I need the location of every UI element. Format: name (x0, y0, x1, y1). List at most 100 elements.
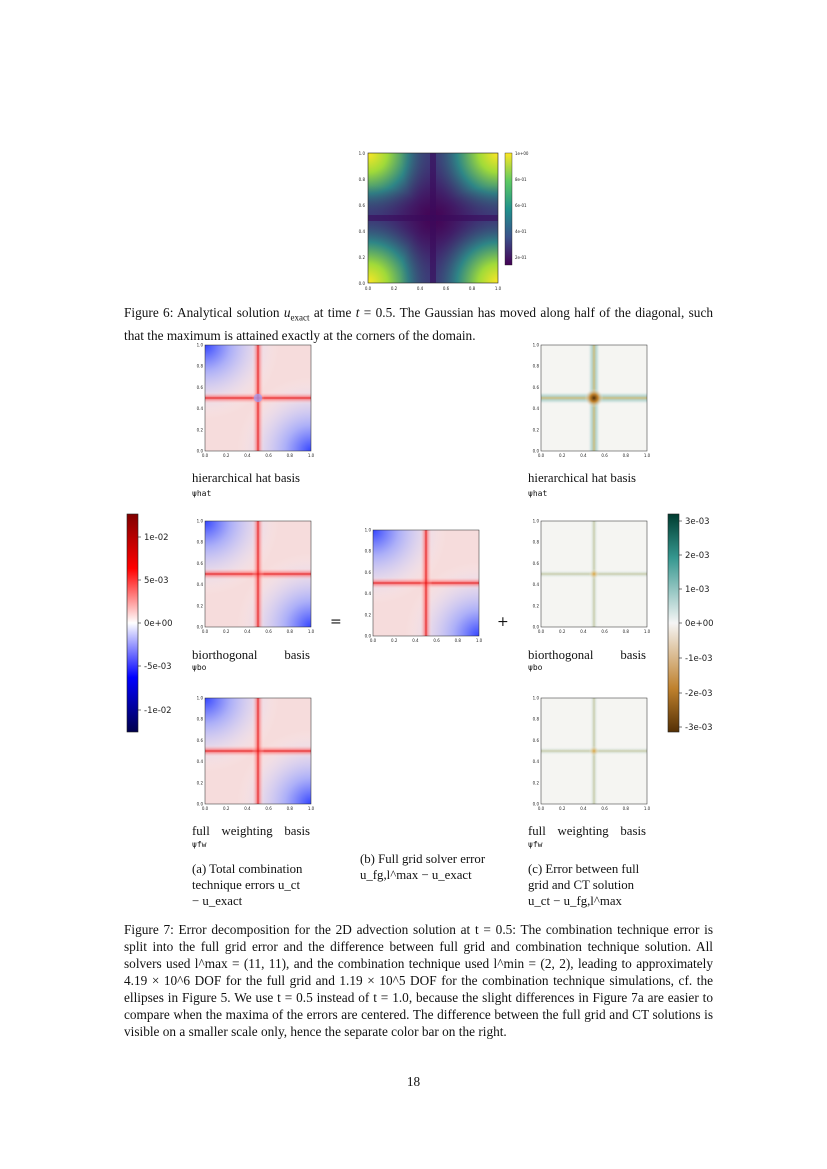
panel-ytick: 0.0 (533, 625, 540, 630)
panel-ytick: 0.4 (197, 759, 204, 764)
label-a-hat: hierarchical hat basis ψhat (192, 470, 312, 502)
fig6-ytick: 0.8 (359, 177, 366, 182)
panel-xtick: 0.6 (265, 806, 272, 811)
panel-ytick: 0.2 (365, 612, 372, 617)
label-text: full weighting basis (192, 824, 310, 838)
fig6-xtick: 0.4 (417, 286, 424, 291)
panel-xtick: 0.4 (580, 629, 587, 634)
fig6-cbtick: 4e-01 (515, 229, 527, 234)
panel-c-bo: 0.0 0.0 0.2 0.2 0.4 0.4 0.6 0.6 0.8 0.8 1.0 1.0 (528, 517, 656, 635)
plus-sign: + (497, 614, 509, 630)
panel-xtick: 0.4 (244, 453, 251, 458)
fig6-xtick: 0.2 (391, 286, 398, 291)
panel-ytick: 1.0 (197, 343, 204, 348)
panel-a-bo-axes: 0.00.0 0.2 0.2 0.4 0.4 0.6 0.6 0.8 0.8 1.0 1.0 (197, 519, 315, 635)
panel-xtick: 0.6 (265, 453, 272, 458)
label-a-bo-sym: ψbo (192, 663, 207, 672)
label-text: biorthogonal basis (192, 648, 310, 662)
panel-ytick: 0.0 (533, 449, 540, 454)
panel-xtick: 1.0 (476, 638, 483, 643)
panel-ytick: 0.2 (197, 780, 204, 785)
panel-ytick: 0.0 (197, 449, 204, 454)
panel-xtick: 0.8 (287, 629, 294, 634)
panel-ytick: 0.2 (533, 603, 540, 608)
panel-ytick: 0.0 (197, 625, 204, 630)
panel-xtick: 0.2 (559, 629, 566, 634)
panel-ytick: 1.0 (365, 528, 372, 533)
panel-xtick: 0.4 (412, 638, 419, 643)
panel-xtick: 0.2 (391, 638, 398, 643)
panel-b-fullgrid: 0.0 0.0 0.2 0.2 0.4 0.4 0.6 0.6 0.8 0.8 1.0 1.0 (360, 526, 488, 644)
panel-xtick: 0.2 (223, 453, 230, 458)
page-number: 18 (406, 1074, 421, 1089)
fig6-cbtick: 2e-01 (515, 255, 527, 260)
panel-xtick: 0.2 (223, 806, 230, 811)
figure6-heatmap: 1.0 0.8 0.6 0.4 0.2 0.0 0.0 0.2 0.4 0.6 … (359, 151, 529, 291)
panel-xtick: 0.6 (601, 629, 608, 634)
label-c-bo: biorthogonal basis (528, 647, 646, 663)
right-cbtick: 0e+00 (685, 619, 714, 629)
label-text: hierarchical hat basis (528, 471, 637, 485)
left-colorbar: 1e-02 5e-03 0e+00 -5e-03 -1e-02 (126, 513, 186, 735)
panel-ytick: 1.0 (533, 696, 540, 701)
panel-ytick: 0.8 (197, 540, 204, 545)
panel-xtick: 0.0 (370, 638, 377, 643)
panel-xtick: 0.2 (223, 629, 230, 634)
fig6-xtick: 0.0 (365, 286, 372, 291)
panel-ytick: 0.8 (533, 364, 540, 369)
panel-xtick: 0.8 (455, 638, 462, 643)
left-cbtick: 0e+00 (144, 619, 173, 629)
panel-xtick: 0.8 (623, 629, 630, 634)
panel-c-fw-axes: 0.00.0 0.2 0.2 0.4 0.4 0.6 0.6 0.8 0.8 1.0 1.0 (533, 696, 651, 812)
right-cbtick: 2e-03 (685, 551, 710, 561)
figure6: 1.0 0.8 0.6 0.4 0.2 0.0 0.0 0.2 0.4 0.6 … (352, 145, 542, 295)
panel-a-hat-axes: 0.00.0 0.2 0.2 0.4 0.4 0.6 0.6 0.8 0.8 1.0 1.0 (197, 343, 315, 459)
figure6-caption: Figure 6: Analytical solution uexact at … (124, 305, 714, 343)
panel-ytick: 0.8 (533, 717, 540, 722)
panel-ytick: 0.6 (533, 385, 540, 390)
figure7-caption: Figure 7: Error decomposition for the 2D… (124, 922, 713, 1039)
panel-c-hat: 0.0 0.0 0.2 0.2 0.4 0.4 0.6 0.6 0.8 0.8 1.0 1.0 (528, 341, 656, 459)
panel-xtick: 0.0 (202, 806, 209, 811)
panel-ytick: 0.8 (365, 549, 372, 554)
panel-a-fw: 0.0 0.0 0.2 0.2 0.4 0.4 0.6 0.6 0.8 0.8 1.0 1.0 (192, 694, 320, 812)
panel-xtick: 1.0 (644, 453, 651, 458)
panel-xtick: 0.6 (265, 629, 272, 634)
panel-xtick: 0.0 (538, 806, 545, 811)
label-c-hat: hierarchical hat basis ψhat (528, 470, 648, 502)
panel-ytick: 0.4 (533, 406, 540, 411)
label-symbol: ψhat (192, 489, 212, 498)
panel-ytick: 0.8 (197, 364, 204, 369)
panel-xtick: 1.0 (308, 453, 315, 458)
label-a-fw: full weighting basis (192, 823, 310, 839)
right-cbtick: 1e-03 (685, 585, 710, 595)
label-text: hierarchical hat basis (192, 471, 301, 485)
panel-xtick: 0.4 (244, 629, 251, 634)
fig6-xtick: 0.8 (469, 286, 476, 291)
panel-ytick: 0.4 (197, 406, 204, 411)
fig6-colorbar (504, 152, 513, 266)
panel-ytick: 1.0 (197, 519, 204, 524)
fig6-xtick: 1.0 (495, 286, 502, 291)
label-c-fw-sym: ψfw (528, 840, 543, 849)
label-c-fw: full weighting basis (528, 823, 646, 839)
label-c-bo-sym: ψbo (528, 663, 543, 672)
panel-ytick: 0.2 (533, 780, 540, 785)
panel-xtick: 0.4 (580, 806, 587, 811)
left-cbtick: -5e-03 (144, 662, 172, 672)
panel-xtick: 1.0 (644, 629, 651, 634)
panel-ytick: 0.6 (533, 738, 540, 743)
panel-xtick: 0.6 (601, 806, 608, 811)
panel-a-fw-axes: 0.00.0 0.2 0.2 0.4 0.4 0.6 0.6 0.8 0.8 1.0 1.0 (197, 696, 315, 812)
fig6-xtick: 0.6 (443, 286, 450, 291)
panel-ytick: 0.8 (533, 540, 540, 545)
panel-ytick: 0.4 (197, 582, 204, 587)
right-cbtick: -1e-03 (685, 654, 713, 664)
panel-ytick: 0.4 (365, 591, 372, 596)
right-cbtick: -3e-03 (685, 723, 713, 733)
fig6-ytick: 1.0 (359, 151, 366, 156)
fig6-cbtick: 8e-01 (515, 177, 527, 182)
panel-xtick: 0.0 (202, 453, 209, 458)
panel-ytick: 0.2 (533, 427, 540, 432)
panel-ytick: 0.6 (533, 561, 540, 566)
